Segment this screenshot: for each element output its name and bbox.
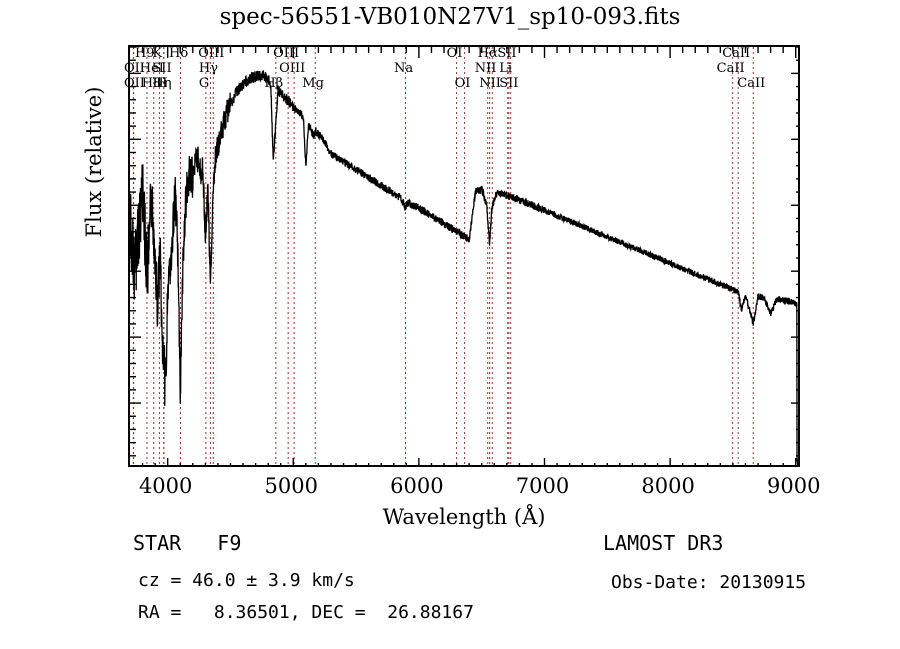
line-label-NII-6584: NII bbox=[479, 76, 501, 91]
plot-area bbox=[128, 45, 800, 467]
line-label-HeI-3889: HeI bbox=[139, 61, 164, 76]
spectrum-trace bbox=[130, 70, 798, 465]
line-label-Mg-5175: Mg bbox=[302, 76, 324, 91]
x-tick-8000: 8000 bbox=[641, 474, 695, 498]
line-label-SII-6731: SII bbox=[499, 76, 519, 91]
line-label-OIII-5007: OIII bbox=[279, 61, 306, 76]
footer-cz: cz = 46.0 ± 3.9 km/s bbox=[138, 570, 355, 591]
x-tick-7000: 7000 bbox=[515, 474, 570, 498]
line-label-H-4861: Hβ bbox=[264, 76, 284, 91]
footer-survey: LAMOST DR3 bbox=[603, 531, 724, 555]
line-label-K-3934: K bbox=[152, 46, 163, 61]
footer-object-class: STAR F9 bbox=[133, 531, 242, 555]
line-label-CaII-8662: CaII bbox=[737, 76, 766, 91]
line-label-SII-3970: SII bbox=[152, 61, 172, 76]
line-label-SII-6716: SII bbox=[497, 46, 517, 61]
x-tick-4000: 4000 bbox=[138, 474, 193, 498]
line-label-Na-5893: Na bbox=[393, 61, 414, 76]
line-label-H-6563: Hα bbox=[477, 46, 498, 61]
footer-coords: RA = 8.36501, DEC = 26.88167 bbox=[138, 602, 474, 623]
x-axis-label: Wavelength (Å) bbox=[382, 505, 546, 529]
y-axis-label: Flux (relative) bbox=[82, 86, 106, 238]
line-label-NII-6548: NII bbox=[474, 61, 497, 76]
line-label-H9-3835: H9 bbox=[134, 46, 155, 61]
footer-obs-date: Obs-Date: 20130915 bbox=[611, 572, 807, 593]
x-tick-5000: 5000 bbox=[264, 474, 318, 498]
line-label-CaII-8498: CaII bbox=[716, 61, 745, 76]
x-tick-9000: 9000 bbox=[766, 474, 821, 498]
line-label-OI-6300: OI bbox=[446, 46, 463, 61]
line-label-H8-3889: H8 bbox=[141, 76, 162, 91]
line-label-CaII-8542: CaII bbox=[722, 46, 751, 61]
line-label-Li-6707: Li bbox=[499, 61, 512, 76]
line-label-G-4304: G bbox=[198, 76, 210, 91]
line-label-OIII-4363: OIII bbox=[198, 46, 225, 61]
line-label-OI-6364: OI bbox=[454, 76, 471, 91]
line-label-OII-3729: OII bbox=[124, 76, 145, 91]
x-tick-6000: 6000 bbox=[390, 474, 444, 498]
line-label-H-4340: Hγ bbox=[198, 61, 218, 76]
line-label-H-3970: Hη bbox=[152, 76, 172, 91]
page-title: spec-56551-VB010N27V1_sp10-093.fits bbox=[219, 4, 681, 30]
spectrum-svg bbox=[130, 47, 798, 465]
plot-canvas bbox=[130, 47, 798, 465]
line-label-OII-3727: OII bbox=[124, 61, 145, 76]
line-label-H-4102: Hδ bbox=[168, 46, 189, 61]
line-label-H-3968: H bbox=[156, 76, 168, 91]
line-label-OIII-4959: OIII bbox=[273, 46, 300, 61]
